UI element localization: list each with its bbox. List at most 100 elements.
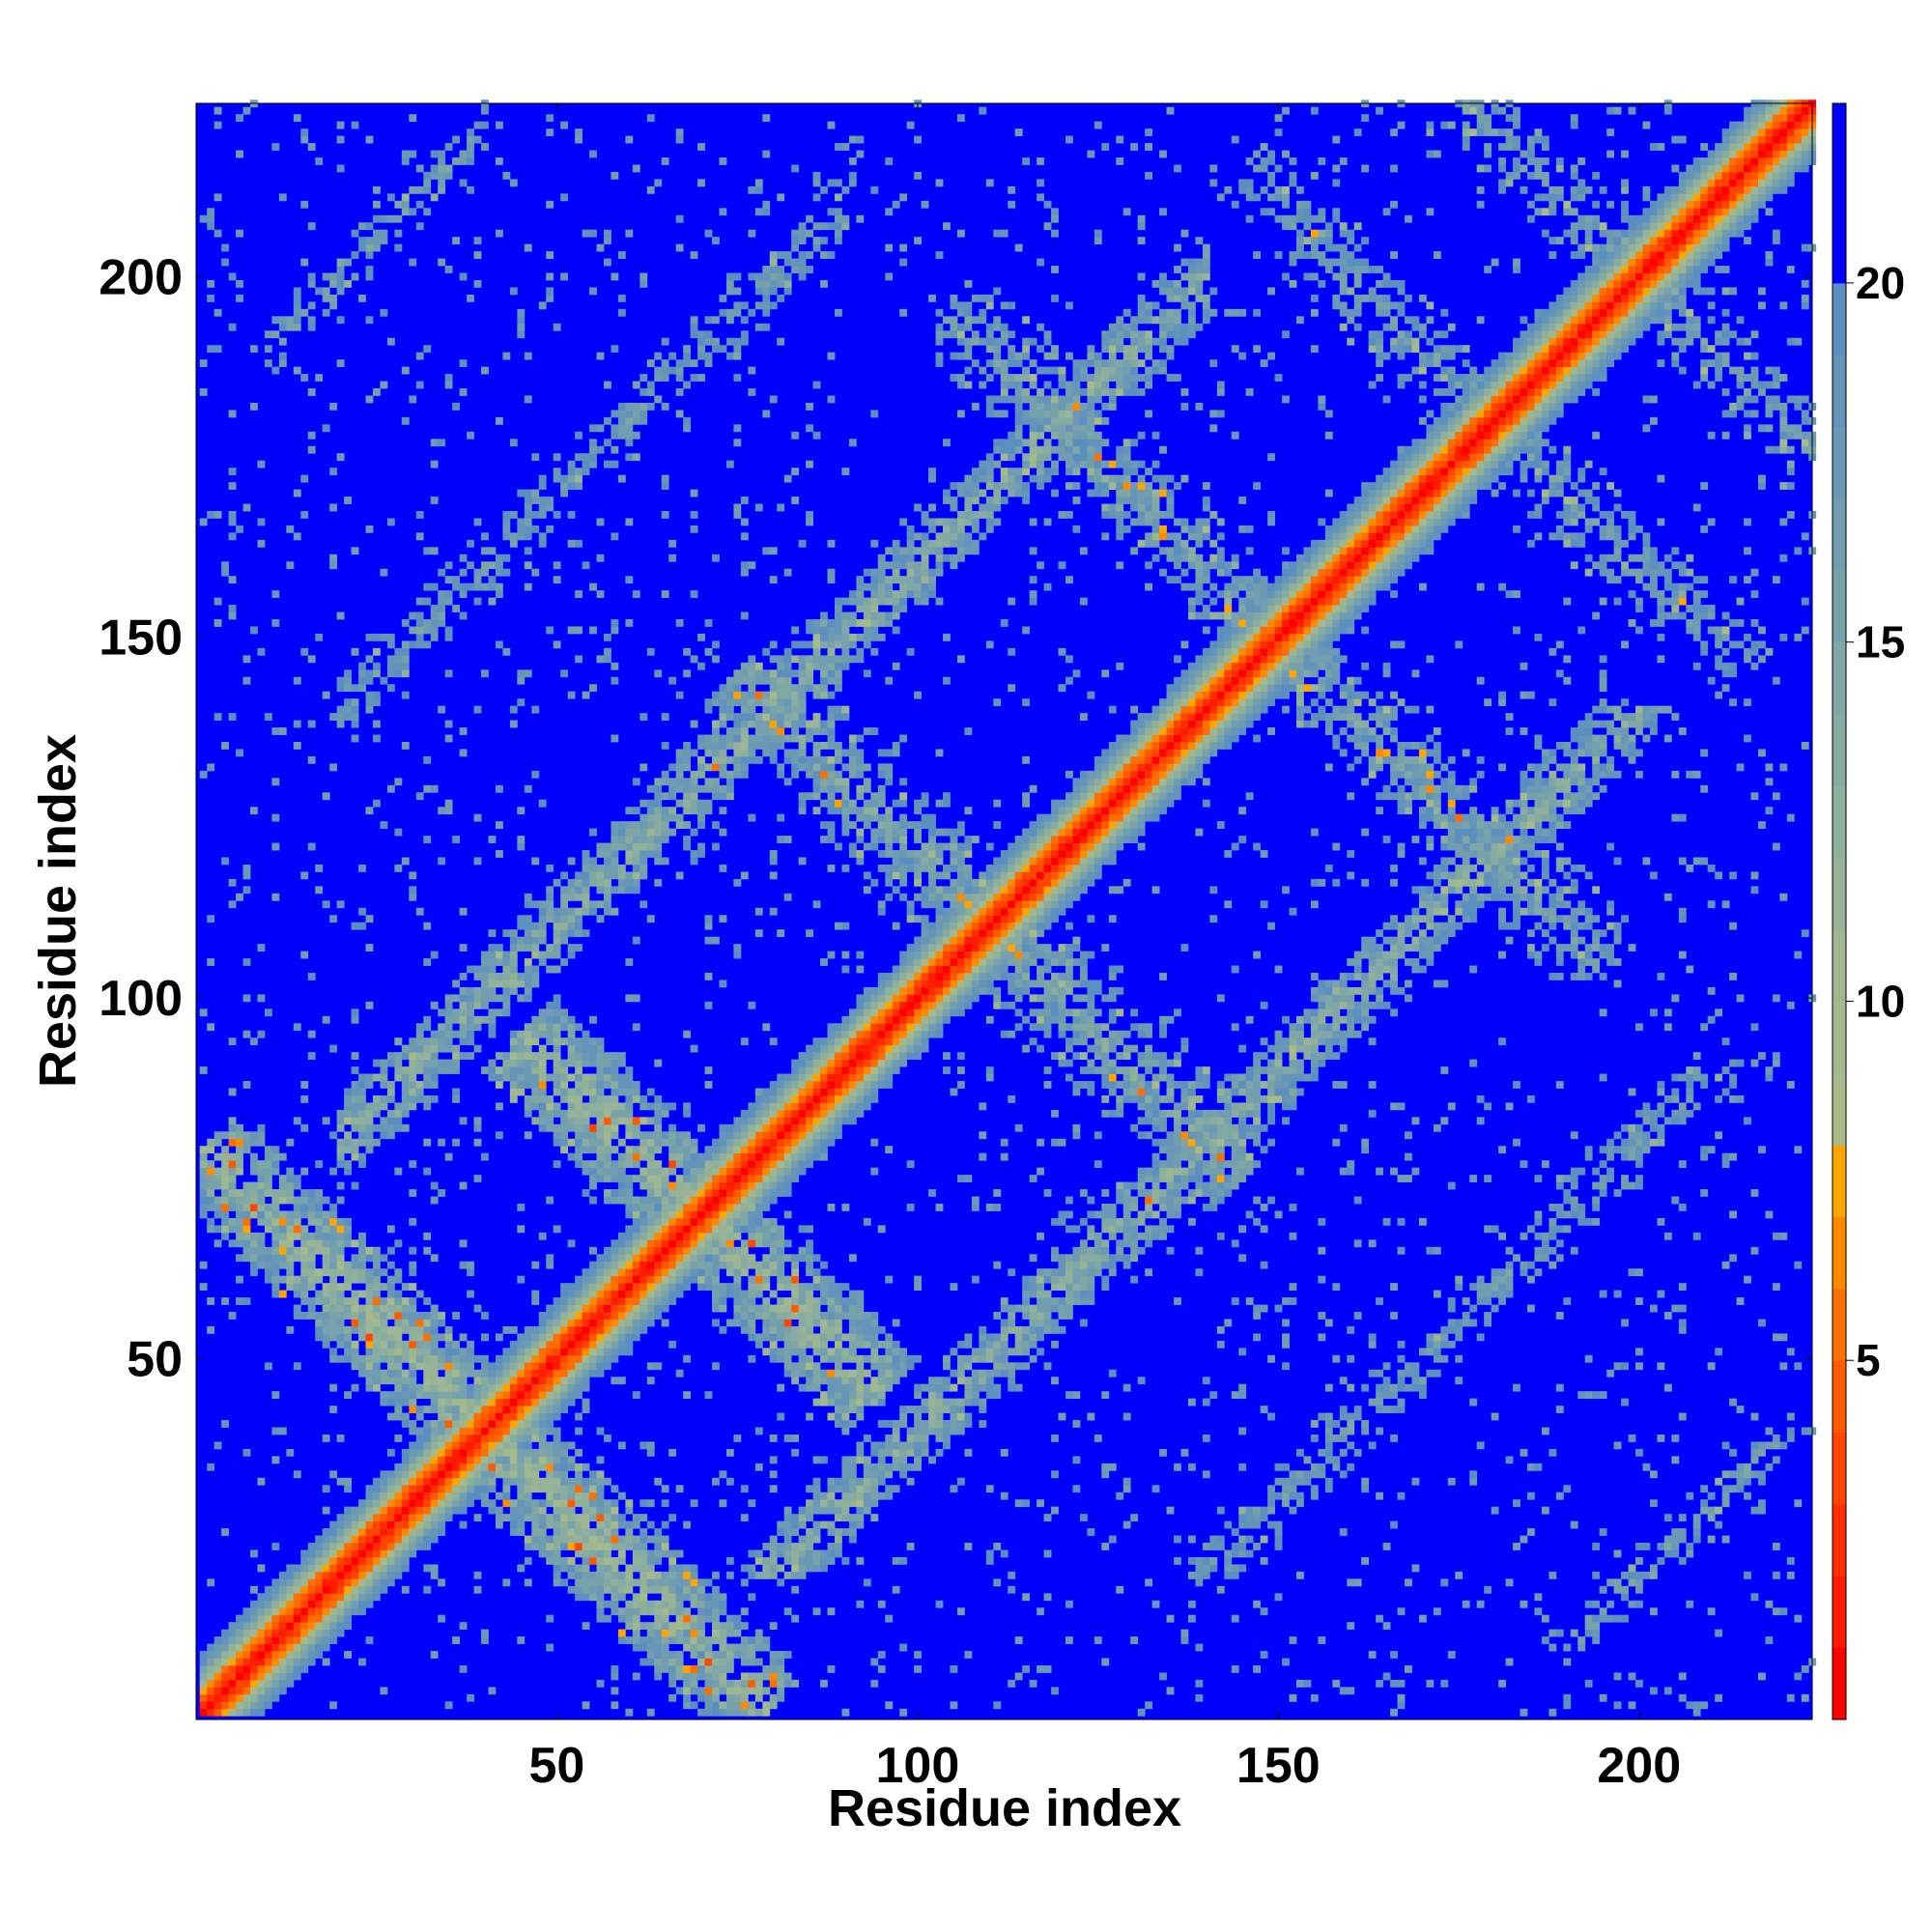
heatmap-cell xyxy=(690,1181,698,1190)
heatmap-cell xyxy=(459,1441,468,1450)
heatmap-cell xyxy=(697,763,705,772)
heatmap-cell xyxy=(567,1152,576,1161)
heatmap-cell xyxy=(553,1477,561,1486)
heatmap-cell xyxy=(495,1412,503,1421)
heatmap-cell xyxy=(415,907,424,916)
heatmap-cell xyxy=(351,121,359,129)
heatmap-cell xyxy=(719,698,727,707)
heatmap-cell xyxy=(531,1030,540,1038)
heatmap-cell xyxy=(697,1283,705,1292)
heatmap-cell xyxy=(242,1138,251,1147)
heatmap-cell xyxy=(452,1088,461,1096)
heatmap-cell xyxy=(344,676,352,685)
heatmap-cell xyxy=(603,460,611,469)
heatmap-cell xyxy=(300,1614,309,1623)
heatmap-cell xyxy=(733,1225,742,1234)
heatmap-cell xyxy=(423,1044,432,1053)
heatmap-cell xyxy=(401,1325,410,1334)
heatmap-cell xyxy=(762,1636,771,1644)
heatmap-cell xyxy=(575,944,582,952)
heatmap-cell xyxy=(415,1528,424,1536)
heatmap-cell xyxy=(502,1456,511,1464)
heatmap-cell xyxy=(502,972,511,980)
heatmap-cell xyxy=(213,1679,222,1688)
heatmap-cell xyxy=(661,1658,669,1666)
heatmap-cell xyxy=(473,1138,482,1147)
heatmap-cell xyxy=(517,1420,526,1428)
heatmap-cell xyxy=(762,266,771,273)
heatmap-cell xyxy=(560,929,569,938)
heatmap-cell xyxy=(798,1117,807,1125)
heatmap-cell xyxy=(704,1687,713,1695)
heatmap-cell xyxy=(567,1398,576,1406)
heatmap-cell xyxy=(704,330,713,339)
heatmap-cell xyxy=(242,1239,251,1248)
heatmap-cell xyxy=(307,431,316,440)
heatmap-cell xyxy=(351,1052,359,1061)
heatmap-cell xyxy=(617,1254,626,1263)
heatmap-cell xyxy=(452,1636,461,1644)
heatmap-cell xyxy=(762,1687,771,1695)
heatmap-cell xyxy=(740,1578,749,1587)
heatmap-cell xyxy=(444,164,453,173)
heatmap-cell xyxy=(452,1377,461,1385)
heatmap-cell xyxy=(336,1549,345,1558)
heatmap-cell xyxy=(386,1246,395,1255)
heatmap-cell xyxy=(430,1094,439,1103)
heatmap-cell xyxy=(769,1333,778,1342)
heatmap-cell xyxy=(524,1362,532,1371)
heatmap-cell xyxy=(617,1275,626,1284)
heatmap-cell xyxy=(250,1203,258,1211)
heatmap-cell xyxy=(697,1672,705,1681)
heatmap-cell xyxy=(430,1196,439,1205)
heatmap-cell xyxy=(307,842,316,851)
heatmap-cell xyxy=(798,1246,807,1255)
heatmap-cell xyxy=(538,1059,547,1067)
heatmap-cell xyxy=(553,951,561,959)
heatmap-cell xyxy=(228,1708,237,1717)
heatmap-cell xyxy=(617,1492,626,1500)
heatmap-cell xyxy=(783,1549,792,1558)
heatmap-cell xyxy=(791,705,800,714)
heatmap-cell xyxy=(806,1383,813,1392)
heatmap-cell xyxy=(278,1261,287,1269)
heatmap-cell xyxy=(806,1297,813,1305)
heatmap-cell xyxy=(372,1556,381,1565)
heatmap-cell xyxy=(654,1614,663,1623)
heatmap-cell xyxy=(567,951,576,959)
heatmap-cell xyxy=(430,1319,439,1327)
heatmap-cell xyxy=(798,1319,807,1327)
heatmap-cell xyxy=(300,1196,309,1205)
heatmap-cell xyxy=(415,381,424,389)
heatmap-cell xyxy=(315,1614,324,1623)
heatmap-cell xyxy=(207,1693,215,1702)
heatmap-cell xyxy=(791,229,800,238)
heatmap-cell xyxy=(704,799,713,808)
heatmap-cell xyxy=(351,1102,359,1111)
heatmap-cell xyxy=(683,1607,692,1616)
heatmap-cell xyxy=(271,1239,280,1248)
heatmap-cell xyxy=(300,1564,309,1573)
heatmap-cell xyxy=(769,1160,778,1169)
heatmap-cell xyxy=(769,1319,778,1327)
heatmap-cell xyxy=(459,727,468,735)
heatmap-cell xyxy=(596,1427,605,1435)
heatmap-cell xyxy=(481,1001,489,1009)
heatmap-cell xyxy=(596,1556,605,1565)
heatmap-cell xyxy=(589,1514,597,1522)
heatmap-cell xyxy=(401,857,410,866)
heatmap-cell xyxy=(798,799,807,808)
heatmap-cell xyxy=(668,1600,677,1608)
heatmap-cell xyxy=(517,308,526,317)
heatmap-cell xyxy=(409,1268,417,1277)
heatmap-cell xyxy=(481,1312,489,1320)
heatmap-cell xyxy=(481,980,489,988)
heatmap-cell xyxy=(546,287,554,296)
heatmap-cell xyxy=(733,345,742,354)
heatmap-cell xyxy=(207,1160,215,1169)
heatmap-cell xyxy=(351,1152,359,1161)
heatmap-cell xyxy=(625,1499,634,1508)
heatmap-cell xyxy=(725,1693,734,1702)
heatmap-cell xyxy=(372,243,381,252)
heatmap-cell xyxy=(596,1571,605,1579)
